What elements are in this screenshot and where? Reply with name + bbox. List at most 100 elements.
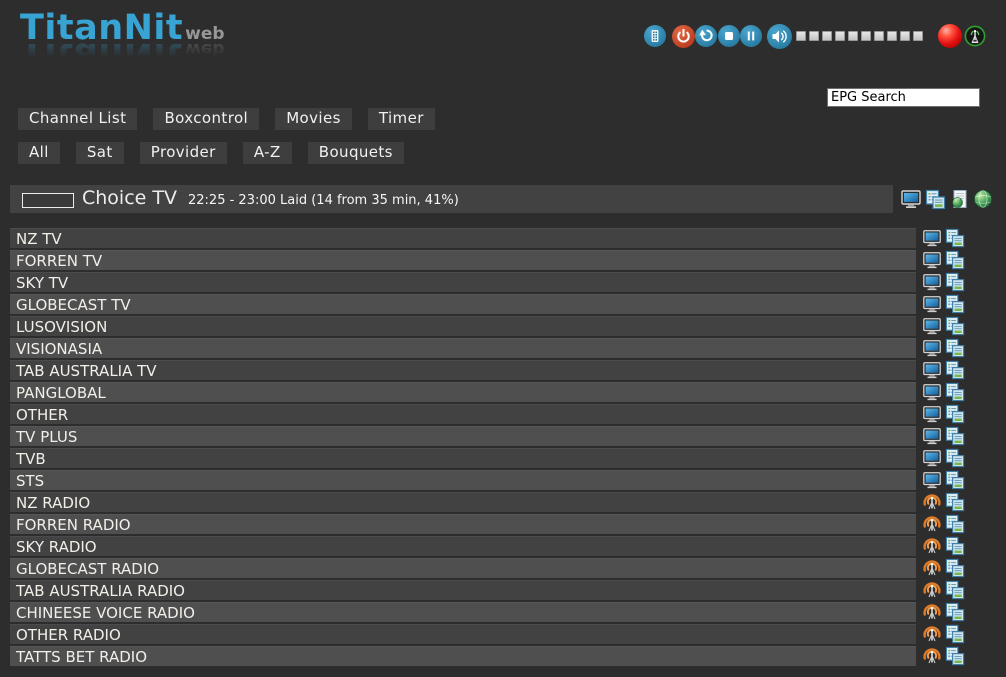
channel-row[interactable]: NZ RADIO: [10, 492, 965, 512]
filter-provider-button[interactable]: Provider: [139, 142, 227, 164]
filter-az-button[interactable]: A-Z: [242, 142, 292, 164]
epg-icon: [945, 448, 965, 468]
volume-segment[interactable]: [809, 31, 819, 41]
zap-tv-button[interactable]: [922, 272, 942, 292]
epg-button[interactable]: [945, 624, 965, 644]
epg-button[interactable]: [945, 470, 965, 490]
channel-row[interactable]: TAB AUSTRALIA RADIO: [10, 580, 965, 600]
channel-row[interactable]: STS: [10, 470, 965, 490]
watch-tv-button[interactable]: [900, 188, 922, 210]
channel-row[interactable]: TVB: [10, 448, 965, 468]
tv-icon: [923, 274, 941, 291]
epg-button[interactable]: [945, 602, 965, 622]
epg-button[interactable]: [945, 580, 965, 600]
zap-radio-button[interactable]: [922, 536, 942, 556]
epg-button[interactable]: [945, 492, 965, 512]
channel-row[interactable]: GLOBECAST TV: [10, 294, 965, 314]
zap-radio-button[interactable]: [922, 624, 942, 644]
channel-row[interactable]: OTHER RADIO: [10, 624, 965, 644]
tv-icon: [923, 428, 941, 445]
zap-tv-button[interactable]: [922, 470, 942, 490]
epg-button[interactable]: [945, 514, 965, 534]
channel-row[interactable]: TATTS BET RADIO: [10, 646, 965, 666]
epg-button[interactable]: [945, 294, 965, 314]
stop-button[interactable]: [718, 25, 740, 47]
channel-name: OTHER RADIO: [16, 626, 121, 644]
radio-icon: [923, 538, 941, 554]
zap-tv-button[interactable]: [922, 360, 942, 380]
zap-radio-button[interactable]: [922, 514, 942, 534]
now-playing-bar: Choice TV 22:25 - 23:00 Laid (14 from 35…: [10, 185, 893, 213]
epg-button[interactable]: [945, 448, 965, 468]
epg-button[interactable]: [945, 272, 965, 292]
filter-all-button[interactable]: All: [18, 142, 60, 164]
volume-segment[interactable]: [874, 31, 884, 41]
channel-row[interactable]: TV PLUS: [10, 426, 965, 446]
remote-control-button[interactable]: [644, 25, 666, 47]
zap-radio-button[interactable]: [922, 558, 942, 578]
volume-segment[interactable]: [835, 31, 845, 41]
volume-segment[interactable]: [848, 31, 858, 41]
epg-button[interactable]: [945, 316, 965, 336]
channel-row[interactable]: OTHER: [10, 404, 965, 424]
volume-segment[interactable]: [913, 31, 923, 41]
volume-segment[interactable]: [822, 31, 832, 41]
power-button[interactable]: [672, 24, 695, 48]
zap-radio-button[interactable]: [922, 646, 942, 666]
epg-button[interactable]: [945, 646, 965, 666]
nav-timer-button[interactable]: Timer: [367, 108, 435, 130]
pause-button[interactable]: [740, 25, 762, 47]
channel-row[interactable]: SKY RADIO: [10, 536, 965, 556]
zap-tv-button[interactable]: [922, 316, 942, 336]
channel-row[interactable]: SKY TV: [10, 272, 965, 292]
epg-button[interactable]: [945, 228, 965, 248]
zap-tv-button[interactable]: [922, 250, 942, 270]
zap-tv-button[interactable]: [922, 448, 942, 468]
epg-icon: [945, 338, 965, 358]
channel-row[interactable]: FORREN TV: [10, 250, 965, 270]
stream-button[interactable]: [964, 25, 986, 47]
epg-button[interactable]: [945, 382, 965, 402]
epg-button[interactable]: [945, 338, 965, 358]
reload-button[interactable]: [695, 25, 717, 47]
zap-tv-button[interactable]: [922, 426, 942, 446]
filter-sat-button[interactable]: Sat: [75, 142, 124, 164]
channel-row[interactable]: NZ TV: [10, 228, 965, 248]
volume-segment[interactable]: [861, 31, 871, 41]
zap-tv-button[interactable]: [922, 228, 942, 248]
epg-button[interactable]: [945, 426, 965, 446]
zap-radio-button[interactable]: [922, 580, 942, 600]
globe-icon: [973, 189, 993, 209]
mute-button[interactable]: [767, 23, 792, 49]
channel-row[interactable]: LUSOVISION: [10, 316, 965, 336]
epg-webpage-button[interactable]: [949, 189, 970, 210]
epg-search-input[interactable]: [827, 88, 980, 107]
channel-epg-button[interactable]: [925, 189, 946, 210]
filter-bouquets-button[interactable]: Bouquets: [307, 142, 404, 164]
volume-segment[interactable]: [796, 31, 806, 41]
nav-boxcontrol-button[interactable]: Boxcontrol: [153, 108, 260, 130]
epg-button[interactable]: [945, 536, 965, 556]
web-stream-button[interactable]: [973, 189, 993, 209]
nav-channel-list-button[interactable]: Channel List: [18, 108, 138, 130]
epg-button[interactable]: [945, 360, 965, 380]
zap-tv-button[interactable]: [922, 294, 942, 314]
zap-tv-button[interactable]: [922, 404, 942, 424]
channel-row[interactable]: FORREN RADIO: [10, 514, 965, 534]
channel-row[interactable]: GLOBECAST RADIO: [10, 558, 965, 578]
zap-tv-button[interactable]: [922, 382, 942, 402]
zap-radio-button[interactable]: [922, 602, 942, 622]
channel-row[interactable]: PANGLOBAL: [10, 382, 965, 402]
volume-segment[interactable]: [900, 31, 910, 41]
volume-segment[interactable]: [887, 31, 897, 41]
epg-button[interactable]: [945, 558, 965, 578]
nav-movies-button[interactable]: Movies: [275, 108, 352, 130]
zap-tv-button[interactable]: [922, 338, 942, 358]
radio-icon: [923, 516, 941, 532]
channel-row[interactable]: VISIONASIA: [10, 338, 965, 358]
channel-row[interactable]: CHINEESE VOICE RADIO: [10, 602, 965, 622]
epg-button[interactable]: [945, 404, 965, 424]
channel-row[interactable]: TAB AUSTRALIA TV: [10, 360, 965, 380]
zap-radio-button[interactable]: [922, 492, 942, 512]
epg-button[interactable]: [945, 250, 965, 270]
